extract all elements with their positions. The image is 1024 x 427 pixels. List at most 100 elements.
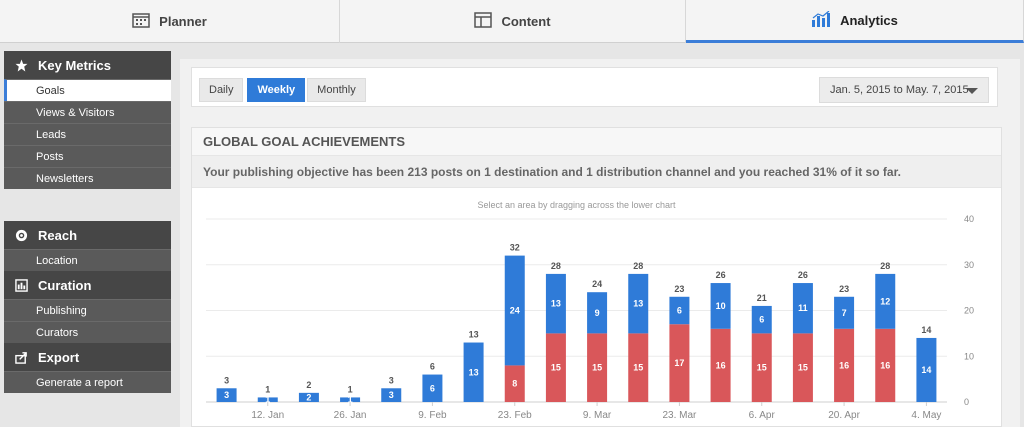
bar-segment-blue xyxy=(792,283,813,334)
sidebar-item-goals[interactable]: Goals xyxy=(4,79,171,101)
card-subtitle: Your publishing objective has been 213 p… xyxy=(192,156,1001,188)
bar-segment-blue xyxy=(340,397,361,402)
bar-value-label: 2 xyxy=(306,392,311,402)
sidebar-header-label: Export xyxy=(38,349,80,365)
bar-total-label: 13 xyxy=(469,330,479,340)
sidebar-header-label: Curation xyxy=(38,277,92,293)
bar-total-label: 21 xyxy=(757,293,767,303)
bar-value-label: 8 xyxy=(512,379,517,389)
sidebar-header-curation: Curation xyxy=(4,271,171,299)
x-tick-label: 6. Apr xyxy=(749,410,776,421)
x-tick-label: 23. Feb xyxy=(498,410,532,421)
bar-segment-blue xyxy=(298,392,319,402)
sidebar-header-export: Export xyxy=(4,343,171,371)
bar-value-label: 6 xyxy=(759,315,764,325)
period-daily-button[interactable]: Daily xyxy=(199,78,244,102)
bar-total-label: 2 xyxy=(306,380,311,390)
bar-total-label: 28 xyxy=(880,261,890,271)
sidebar-item-posts[interactable]: Posts xyxy=(4,145,171,167)
bar-value-label: 13 xyxy=(633,299,643,309)
layout-icon xyxy=(474,12,501,31)
bar-total-label: 1 xyxy=(265,384,270,394)
caret-down-icon xyxy=(966,88,978,94)
sidebar-item-location[interactable]: Location xyxy=(4,249,171,271)
bar-value-label: 16 xyxy=(716,360,726,370)
tab-analytics[interactable]: Analytics xyxy=(686,0,1024,43)
goals-bar-chart[interactable]: Select an area by dragging across the lo… xyxy=(192,189,1003,427)
bar-segment-blue xyxy=(628,273,649,334)
bar-total-label: 6 xyxy=(430,362,435,372)
sidebar-item-leads[interactable]: Leads xyxy=(4,123,171,145)
bar-value-label: 15 xyxy=(633,363,643,373)
period-weekly-button[interactable]: Weekly xyxy=(247,78,306,102)
sidebar-section-reach: Reach Location xyxy=(4,221,171,271)
bar-segment-red xyxy=(875,328,896,402)
bar-value-label: 3 xyxy=(389,390,394,400)
period-monthly-button[interactable]: Monthly xyxy=(307,78,366,102)
bar-segment-blue xyxy=(669,296,690,325)
bar-value-label: 14 xyxy=(921,365,931,375)
bar-total-label: 3 xyxy=(389,375,394,385)
bar-value-label: 15 xyxy=(592,363,602,373)
bar-segment-blue xyxy=(381,388,402,402)
x-tick-label: 9. Feb xyxy=(418,410,447,421)
tab-planner[interactable]: Planner xyxy=(0,0,340,43)
bar-value-label: 17 xyxy=(674,358,684,368)
chart-area[interactable]: Select an area by dragging across the lo… xyxy=(192,189,1003,427)
bar-value-label: 11 xyxy=(798,303,808,313)
sidebar-section-key-metrics: Key Metrics Goals Views & Visitors Leads… xyxy=(4,51,171,189)
bar-segment-blue xyxy=(463,342,484,402)
bar-total-label: 23 xyxy=(839,284,849,294)
bar-total-label: 14 xyxy=(921,325,931,335)
bar-total-label: 1 xyxy=(348,384,353,394)
sidebar-header-label: Key Metrics xyxy=(38,57,111,73)
bar-segment-blue xyxy=(710,283,731,329)
bar-segment-red xyxy=(710,328,731,402)
bar-value-label: 15 xyxy=(757,363,767,373)
bar-segment-blue xyxy=(834,296,855,329)
x-tick-label: 12. Jan xyxy=(251,410,284,421)
y-tick-label: 30 xyxy=(964,260,974,270)
card-title: GLOBAL GOAL ACHIEVEMENTS xyxy=(192,128,1001,156)
date-range-picker[interactable]: Jan. 5, 2015 to May. 7, 2015 xyxy=(819,77,989,103)
bar-total-label: 3 xyxy=(224,375,229,385)
target-icon xyxy=(14,229,28,242)
bar-value-label: 1 xyxy=(348,395,353,405)
curation-icon xyxy=(14,278,28,292)
bar-chart-icon xyxy=(811,10,840,30)
bar-value-label: 13 xyxy=(551,299,561,309)
sidebar-item-generate-report[interactable]: Generate a report xyxy=(4,371,171,393)
y-tick-label: 10 xyxy=(964,351,974,361)
main-panel: Daily Weekly Monthly Jan. 5, 2015 to May… xyxy=(180,59,1020,427)
bar-segment-blue xyxy=(751,305,772,334)
bar-value-label: 13 xyxy=(469,367,479,377)
bar-segment-blue xyxy=(504,255,525,366)
tab-content[interactable]: Content xyxy=(340,0,686,43)
bar-value-label: 24 xyxy=(510,306,520,316)
bar-value-label: 12 xyxy=(880,296,890,306)
y-tick-label: 20 xyxy=(964,306,974,316)
bar-segment-red xyxy=(751,333,772,402)
x-tick-label: 4. May xyxy=(911,410,941,421)
sidebar: Key Metrics Goals Views & Visitors Leads… xyxy=(4,51,171,393)
tab-planner-label: Planner xyxy=(159,14,207,29)
bar-value-label: 7 xyxy=(842,308,847,318)
bar-segment-red xyxy=(669,324,690,402)
top-navigation: Planner Content Analytics xyxy=(0,0,1024,43)
sidebar-item-newsletters[interactable]: Newsletters xyxy=(4,167,171,189)
bar-value-label: 16 xyxy=(880,360,890,370)
bar-total-label: 32 xyxy=(510,243,520,253)
bar-segment-blue xyxy=(216,388,237,402)
bar-segment-red xyxy=(545,333,566,402)
sidebar-header-key-metrics: Key Metrics xyxy=(4,51,171,79)
bar-value-label: 9 xyxy=(595,308,600,318)
sidebar-item-views-visitors[interactable]: Views & Visitors xyxy=(4,101,171,123)
bar-value-label: 3 xyxy=(224,390,229,400)
sidebar-item-curators[interactable]: Curators xyxy=(4,321,171,343)
bar-total-label: 23 xyxy=(674,284,684,294)
sidebar-item-publishing[interactable]: Publishing xyxy=(4,299,171,321)
sidebar-header-label: Reach xyxy=(38,227,78,243)
goal-achievements-card: GLOBAL GOAL ACHIEVEMENTS Your publishing… xyxy=(191,127,1002,427)
bar-segment-red xyxy=(628,333,649,402)
bar-segment-blue xyxy=(257,397,278,402)
